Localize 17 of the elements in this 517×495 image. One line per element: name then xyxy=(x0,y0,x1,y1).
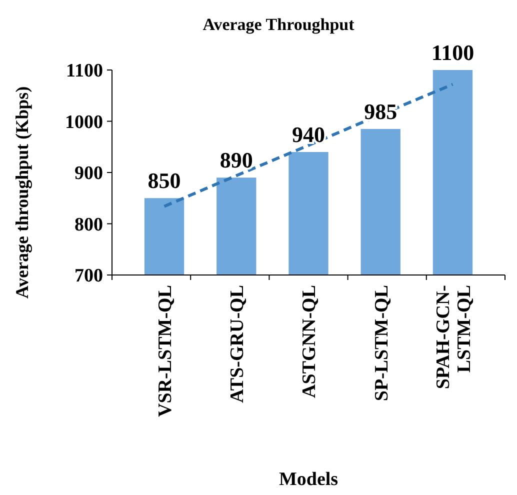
x-tick-label: SP-LSTM-QL xyxy=(371,285,392,402)
data-label: 1100 xyxy=(431,40,474,65)
y-tick-label: 900 xyxy=(74,163,103,184)
y-tick-label: 700 xyxy=(74,266,103,287)
y-tick-label: 1000 xyxy=(65,112,103,133)
x-tick-label: SPAH-GCN-LSTM-QL xyxy=(432,285,475,390)
y-tick-label: 800 xyxy=(74,214,103,236)
x-tick-label: ATS-GRU-QL xyxy=(227,285,248,403)
data-label: 850 xyxy=(148,168,181,194)
chart-title: Average Throughput xyxy=(202,15,355,34)
y-tick-label: 1100 xyxy=(66,60,103,82)
x-axis-title: Models xyxy=(278,469,338,490)
y-axis-title: Average throughput (Kbps) xyxy=(12,86,32,299)
data-label: 890 xyxy=(220,148,253,173)
x-tick-label: ASTGNN-QL xyxy=(299,285,320,398)
data-label: 940 xyxy=(292,122,325,147)
x-tick-label: VSR-LSTM-QL xyxy=(154,285,176,417)
